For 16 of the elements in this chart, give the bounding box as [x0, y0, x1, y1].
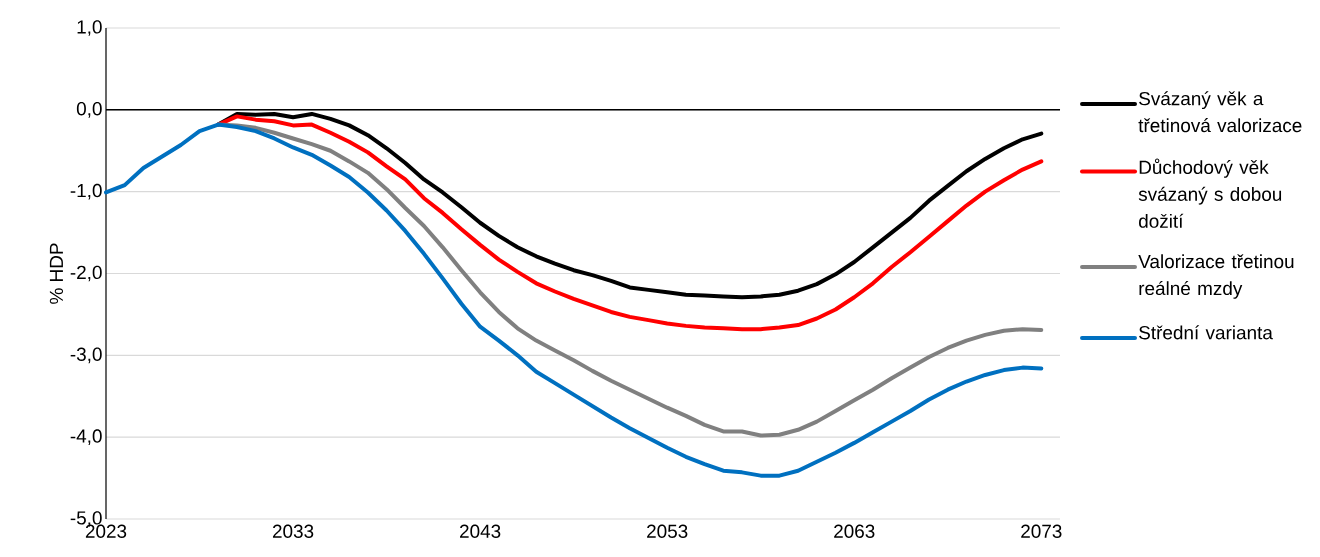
y-tick-label: -1,0 — [70, 183, 102, 200]
legend-label: Důchodový věk svázaný s dobou dožití — [1138, 158, 1282, 228]
y-tick-label: -4,0 — [70, 429, 102, 445]
y-tick-label: 0,0 — [76, 102, 102, 118]
x-tick-label: 2033 — [272, 524, 314, 538]
x-tick-label: 2053 — [647, 524, 688, 538]
legend-label: Valorizace třetinou reálné mzdy — [1138, 254, 1294, 299]
y-tick-label: 1,0 — [77, 20, 102, 36]
y-tick-label: -3,0 — [70, 347, 102, 364]
legend-label: Střední varianta — [1139, 325, 1273, 340]
y-axis-title: % HDP — [49, 243, 64, 304]
legend-label: Svázaný věk a třetinová valorizace — [1138, 91, 1302, 133]
x-tick-label: 2043 — [460, 524, 501, 538]
x-tick-label: 2073 — [1021, 524, 1062, 538]
x-tick-label: 2063 — [834, 524, 875, 538]
y-tick-label: -2,0 — [70, 265, 102, 282]
